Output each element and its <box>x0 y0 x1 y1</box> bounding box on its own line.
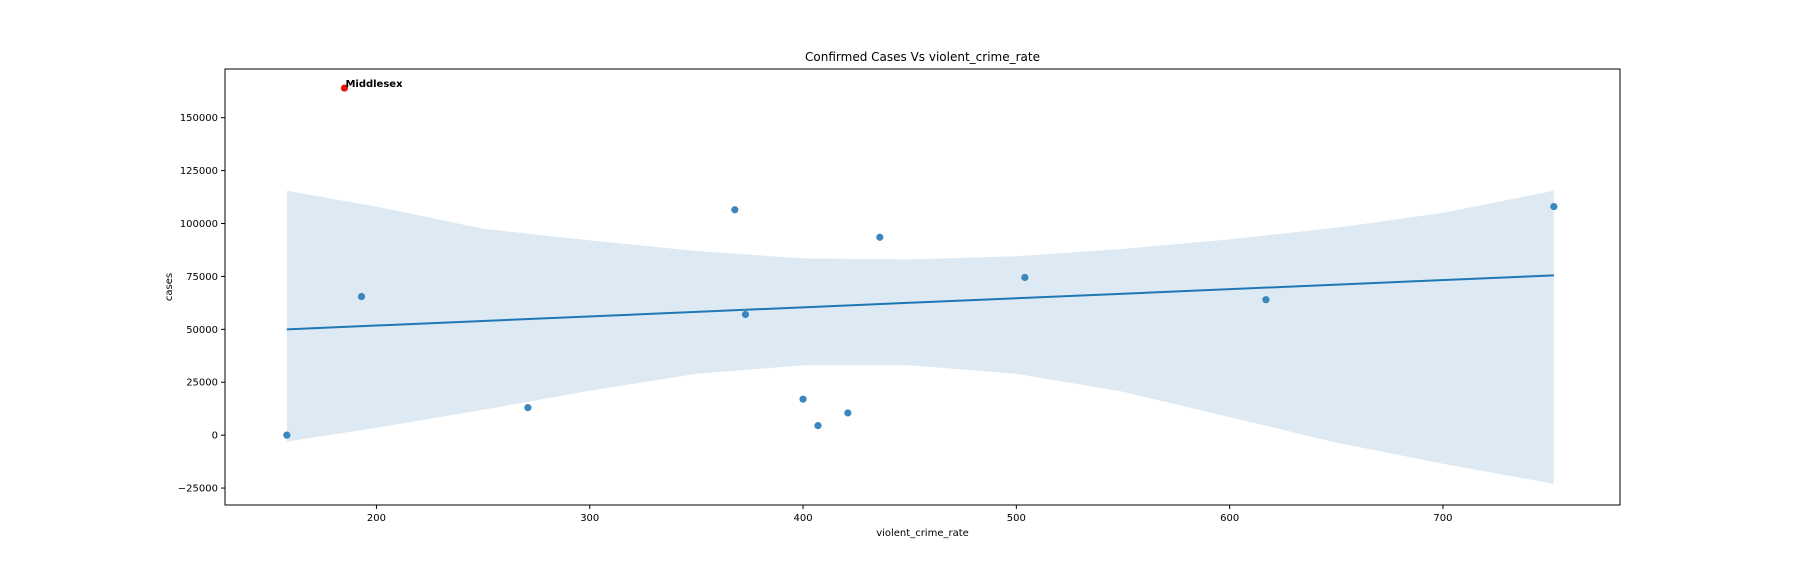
y-tick-label: 75000 <box>186 272 218 283</box>
x-axis-ticks: 200 300 400 500 600 700 <box>367 505 1453 524</box>
axes-frame <box>224 68 1621 506</box>
data-point <box>799 395 807 403</box>
data-point <box>283 431 291 439</box>
x-tick-label: 300 <box>580 513 599 524</box>
x-axis-label: violent_crime_rate <box>876 528 969 539</box>
regression-line <box>286 274 1554 331</box>
y-axis-label: cases <box>164 273 175 301</box>
y-tick-label: −25000 <box>178 484 218 495</box>
x-tick-label: 600 <box>1220 513 1239 524</box>
y-tick-label: 0 <box>212 431 218 442</box>
data-point <box>1021 273 1029 282</box>
x-tick-label: 400 <box>794 513 813 524</box>
data-point <box>741 310 750 319</box>
confidence-band <box>286 190 1554 484</box>
data-point <box>524 404 532 412</box>
regression-line-layer <box>286 274 1554 331</box>
x-tick-label: 200 <box>367 513 386 524</box>
x-tick-label: 700 <box>1433 513 1452 524</box>
x-tick-label: 500 <box>1007 513 1026 524</box>
y-axis-ticks: −25000 0 25000 50000 75000 100000 125000 150000 <box>178 113 225 495</box>
data-point <box>1262 296 1270 304</box>
highlight-point <box>340 84 349 92</box>
data-point <box>844 409 852 417</box>
data-point <box>814 422 822 430</box>
data-point <box>1550 202 1558 211</box>
y-tick-label: 100000 <box>180 219 218 230</box>
data-point <box>731 206 739 214</box>
data-point <box>357 292 366 301</box>
data-points-layer <box>283 84 1558 439</box>
chart-title: Confirmed Cases Vs violent_crime_rate <box>805 50 1040 64</box>
y-tick-label: 50000 <box>186 325 218 336</box>
data-point <box>876 233 884 241</box>
y-tick-label: 150000 <box>180 113 218 124</box>
highlight-annotation: Middlesex <box>345 79 403 90</box>
y-tick-label: 125000 <box>180 166 218 177</box>
y-tick-label: 25000 <box>186 378 218 389</box>
confidence-band-layer <box>286 190 1554 484</box>
